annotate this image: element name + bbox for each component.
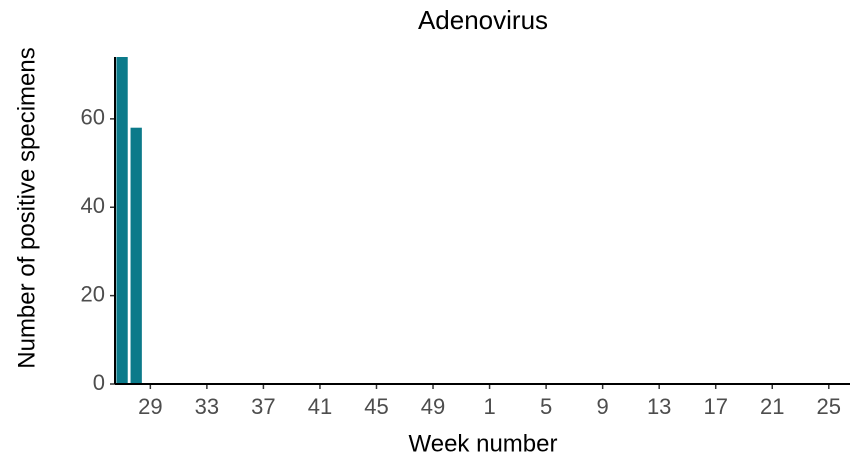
x-tick-label: 21	[760, 394, 784, 419]
x-tick-label: 5	[540, 394, 552, 419]
x-tick-label: 1	[483, 394, 495, 419]
x-tick-label: 41	[308, 394, 332, 419]
x-tick-label: 25	[817, 394, 841, 419]
x-tick-label: 37	[251, 394, 275, 419]
x-axis-label: Week number	[409, 430, 558, 457]
y-axis-label: Number of positive specimens	[13, 47, 40, 368]
y-tick-label: 60	[81, 105, 105, 130]
chart-title: Adenovirus	[418, 5, 548, 35]
x-tick-label: 9	[597, 394, 609, 419]
y-tick-label: 40	[81, 193, 105, 218]
y-tick-label: 20	[81, 281, 105, 306]
bar	[130, 127, 142, 385]
x-tick-label: 17	[703, 394, 727, 419]
x-tick-label: 33	[195, 394, 219, 419]
bar	[116, 57, 128, 384]
x-tick-label: 13	[647, 394, 671, 419]
y-tick-label: 0	[93, 370, 105, 395]
x-tick-label: 45	[364, 394, 388, 419]
x-tick-label: 29	[138, 394, 162, 419]
x-tick-label: 49	[421, 394, 445, 419]
